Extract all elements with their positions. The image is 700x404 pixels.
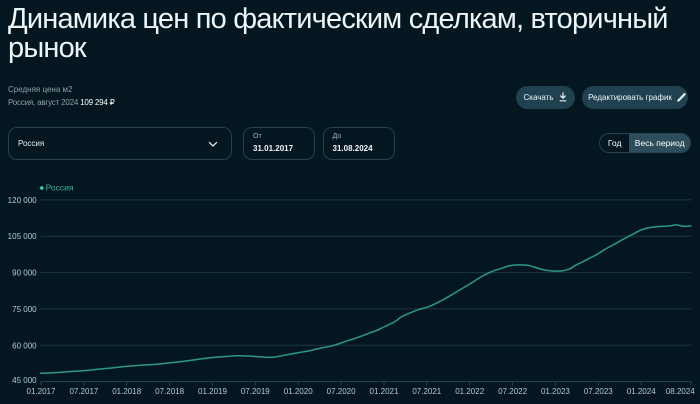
svg-text:01.2021: 01.2021 [370, 387, 399, 396]
svg-text:90 000: 90 000 [12, 269, 37, 278]
svg-text:60 000: 60 000 [12, 341, 37, 350]
svg-text:105 000: 105 000 [8, 232, 37, 241]
svg-text:Россия: Россия [46, 183, 74, 193]
svg-text:75 000: 75 000 [12, 305, 37, 314]
svg-text:07.2023: 07.2023 [584, 387, 613, 396]
svg-text:01.2018: 01.2018 [112, 387, 141, 396]
svg-text:07.2022: 07.2022 [498, 387, 527, 396]
svg-text:07.2017: 07.2017 [69, 387, 98, 396]
svg-text:120 000: 120 000 [8, 196, 37, 205]
svg-text:01.2024: 01.2024 [627, 387, 656, 396]
svg-text:01.2022: 01.2022 [455, 387, 484, 396]
svg-text:07.2021: 07.2021 [412, 387, 441, 396]
svg-text:01.2017: 01.2017 [27, 387, 56, 396]
svg-text:07.2018: 07.2018 [155, 387, 184, 396]
svg-text:45 000: 45 000 [12, 376, 37, 385]
svg-text:07.2020: 07.2020 [327, 387, 356, 396]
svg-text:01.2019: 01.2019 [198, 387, 227, 396]
svg-text:08.2024: 08.2024 [666, 387, 695, 396]
svg-text:01.2020: 01.2020 [284, 387, 313, 396]
svg-text:07.2019: 07.2019 [241, 387, 270, 396]
svg-text:01.2023: 01.2023 [541, 387, 570, 396]
